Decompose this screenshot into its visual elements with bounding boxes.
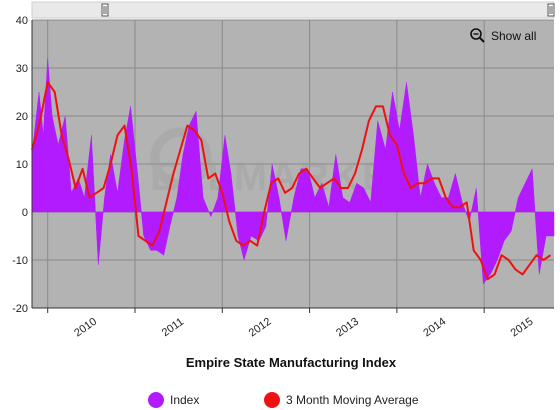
y-tick-label: 20 <box>16 111 28 123</box>
show-all-button[interactable]: Show all <box>470 28 536 43</box>
x-tick-label: 2015 <box>509 316 536 340</box>
y-tick-label: -10 <box>12 255 28 267</box>
y-tick-label: 10 <box>16 159 28 171</box>
navigator-handle-right[interactable] <box>547 3 555 17</box>
legend-item-moving-average[interactable]: 3 Month Moving Average <box>264 392 419 408</box>
x-tick-label: 2012 <box>247 316 274 340</box>
x-tick-label: 2013 <box>334 316 361 340</box>
legend-label-moving-average: 3 Month Moving Average <box>286 393 419 407</box>
legend-swatch-index <box>148 392 164 408</box>
navigator[interactable] <box>31 1 555 19</box>
index-area-layer <box>31 58 555 285</box>
x-tick-label: 2014 <box>421 316 448 340</box>
chart-title: Empire State Manufacturing Index <box>186 355 397 370</box>
legend: Index 3 Month Moving Average <box>148 392 419 408</box>
show-all-label: Show all <box>491 29 536 43</box>
legend-item-index[interactable]: Index <box>148 392 199 408</box>
navigator-handle-left[interactable] <box>101 3 109 17</box>
x-axis-ticks: 2010 2011 2012 2013 2014 2015 <box>47 308 536 340</box>
legend-label-index: Index <box>170 393 199 407</box>
x-tick-label: 2011 <box>160 316 186 339</box>
y-axis-ticks: -20 -10 0 10 20 30 40 <box>12 15 28 315</box>
series-index-area <box>31 58 555 285</box>
series-moving-average-line <box>31 81 552 281</box>
y-tick-label: 40 <box>16 15 28 27</box>
y-tick-label: 30 <box>16 63 28 75</box>
x-tick-label: 2010 <box>72 316 99 340</box>
moving-average-layer <box>31 81 552 281</box>
magnifier-icon <box>470 28 485 43</box>
legend-swatch-moving-average <box>264 392 280 408</box>
y-tick-label: -20 <box>12 303 28 315</box>
y-tick-label: 0 <box>22 207 28 219</box>
